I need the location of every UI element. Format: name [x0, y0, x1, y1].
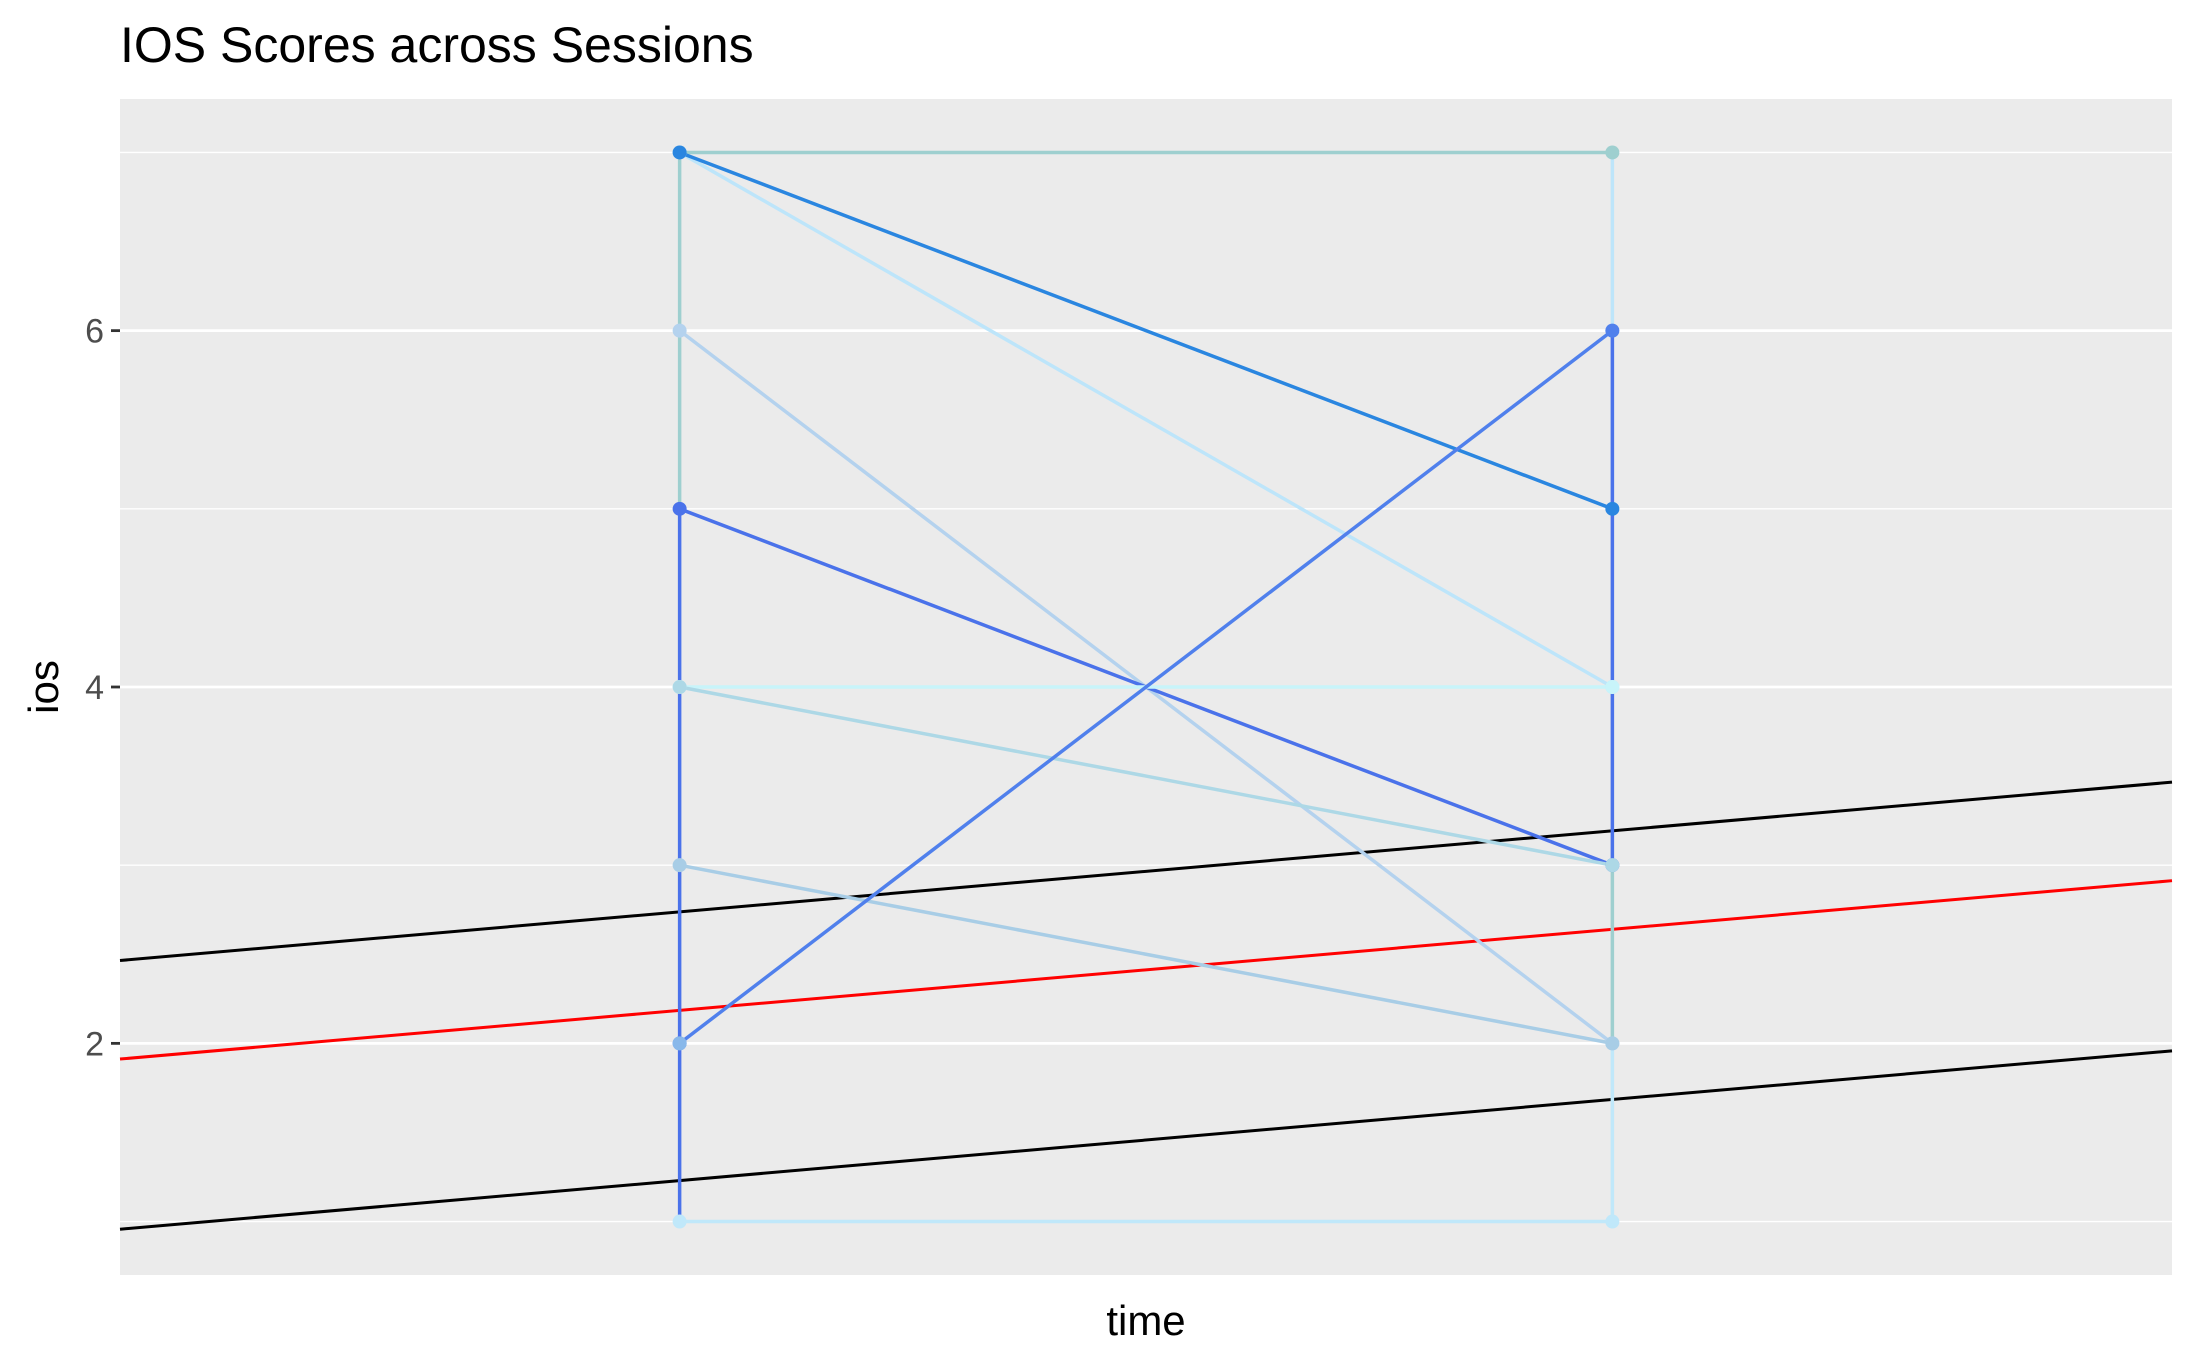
data-point [1605, 680, 1620, 694]
data-point [672, 1214, 687, 1229]
data-point [1605, 1036, 1620, 1051]
y-tick-label: 2 [85, 1025, 104, 1063]
data-point [672, 858, 687, 873]
data-point [672, 1036, 687, 1051]
chart-title: IOS Scores across Sessions [120, 17, 754, 73]
y-axis-title: ios [20, 660, 67, 714]
data-point [1605, 323, 1620, 338]
series-line [678, 150, 1614, 689]
data-point [672, 680, 687, 694]
series-line [679, 685, 1613, 867]
data-point [1605, 501, 1620, 516]
data-points [672, 145, 1620, 1229]
data-point [672, 323, 687, 338]
data-point [1605, 145, 1620, 160]
data-point [672, 501, 687, 516]
x-axis-title: time [1106, 1297, 1185, 1344]
series-line [678, 329, 1614, 1045]
reference-line [119, 1049, 2173, 1231]
data-point [1605, 858, 1620, 873]
series-line [679, 863, 1613, 1046]
y-tick-label: 4 [85, 669, 104, 707]
data-point [1605, 1214, 1620, 1229]
y-axis: 2 4 6 [85, 313, 120, 1063]
reference-line [119, 879, 2173, 1061]
data-point [672, 145, 687, 160]
y-tick-label: 6 [85, 313, 104, 351]
reference-lines [119, 780, 2173, 1231]
reference-line [119, 780, 2173, 963]
